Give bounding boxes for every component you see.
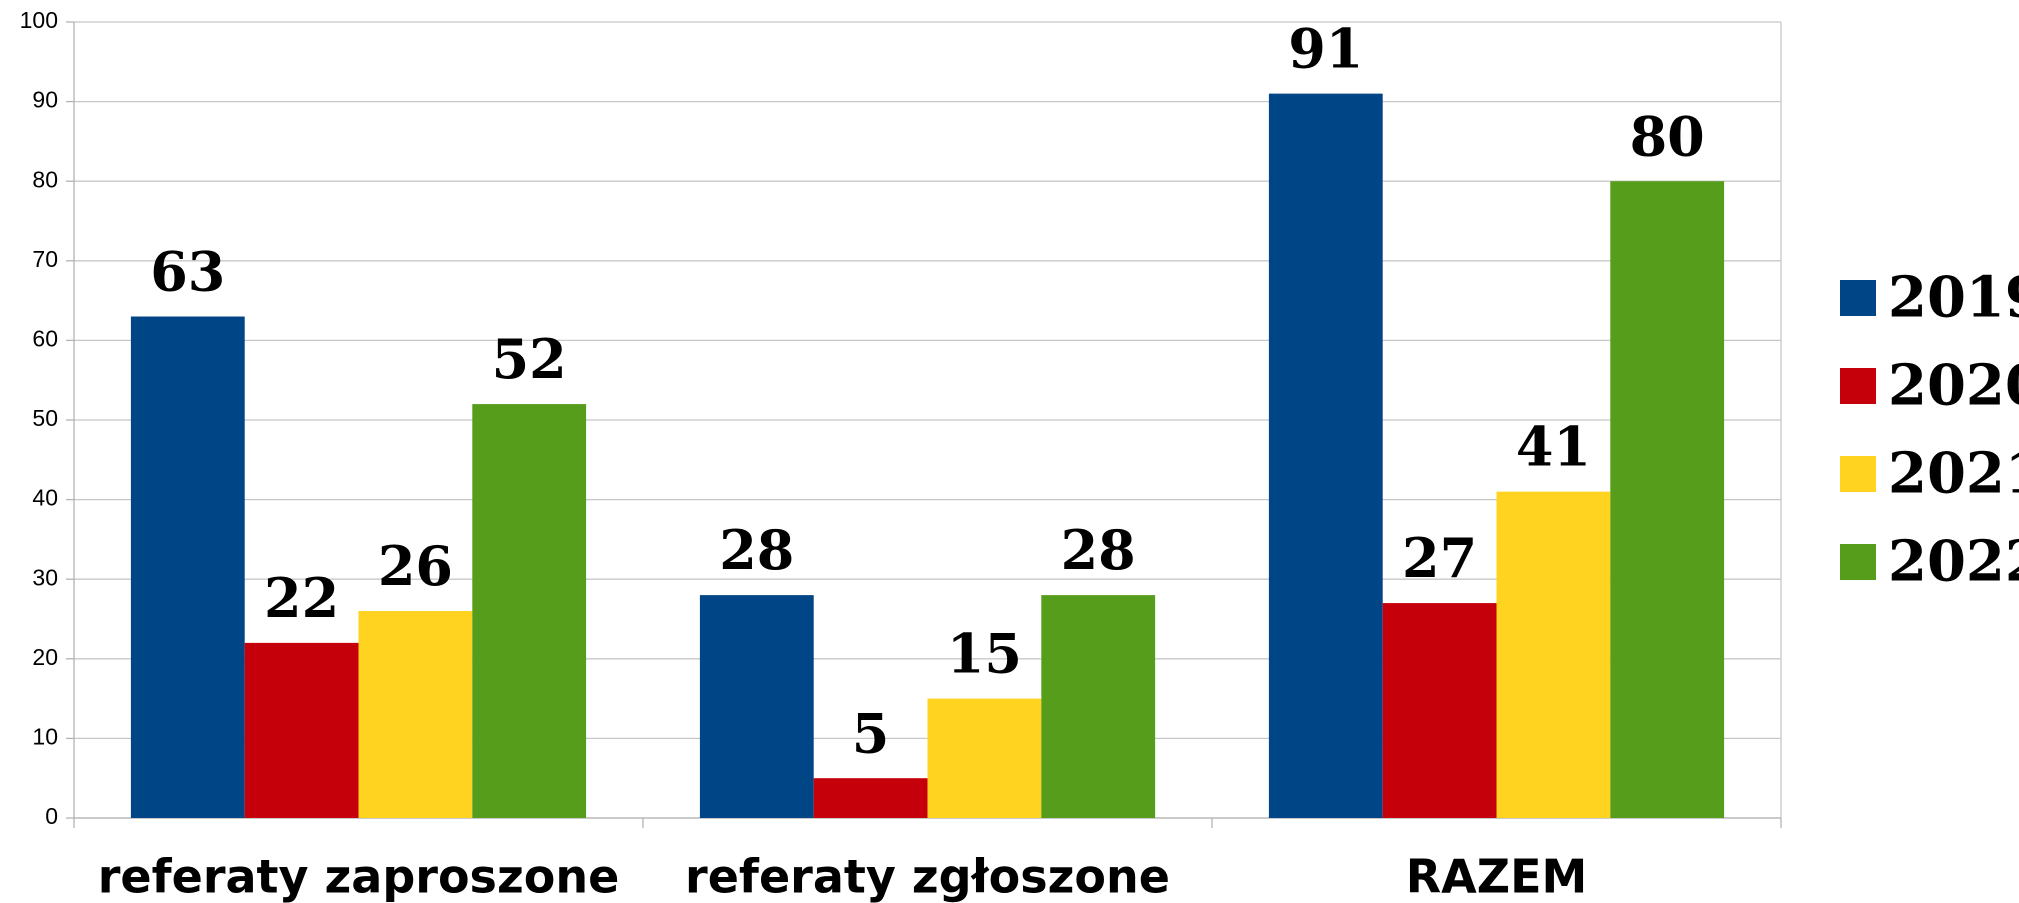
value-label: 26: [378, 534, 453, 598]
y-tick-label: 60: [32, 325, 58, 351]
x-tick-label: referaty zaproszone: [98, 850, 620, 903]
x-tick-label: referaty zgłoszone: [685, 850, 1170, 903]
y-tick-label: 20: [32, 644, 58, 670]
y-tick-label: 80: [32, 166, 58, 192]
legend-swatch: [1840, 456, 1876, 492]
bar: [1268, 93, 1383, 818]
y-tick-label: 30: [32, 564, 58, 590]
legend-label: 2020: [1888, 353, 2019, 419]
legend-label: 2019: [1888, 265, 2019, 331]
value-label: 15: [947, 622, 1022, 686]
bar: [244, 642, 359, 818]
x-tick-label: RAZEM: [1406, 850, 1588, 903]
value-label: 28: [719, 518, 794, 582]
y-tick-label: 70: [32, 246, 58, 272]
bar: [1496, 491, 1611, 818]
value-label: 5: [852, 701, 890, 765]
value-label: 52: [492, 327, 567, 391]
y-tick-label: 100: [20, 7, 58, 33]
bar: [927, 698, 1042, 818]
bar: [1041, 595, 1156, 818]
value-label: 91: [1288, 17, 1363, 81]
value-label: 41: [1516, 415, 1591, 479]
legend-swatch: [1840, 544, 1876, 580]
y-tick-label: 10: [32, 723, 58, 749]
y-tick-label: 0: [45, 803, 58, 829]
y-tick-label: 50: [32, 405, 58, 431]
bar: [1382, 603, 1497, 818]
value-label: 22: [264, 566, 339, 630]
bar: [130, 316, 245, 818]
value-label: 28: [1061, 518, 1136, 582]
bar: [358, 611, 473, 818]
y-tick-label: 90: [32, 87, 58, 113]
legend-swatch: [1840, 280, 1876, 316]
value-label: 63: [150, 240, 225, 304]
bar: [699, 595, 814, 818]
bar: [813, 778, 928, 818]
legend-swatch: [1840, 368, 1876, 404]
y-tick-label: 40: [32, 485, 58, 511]
bar: [472, 404, 587, 818]
value-label: 80: [1630, 104, 1705, 168]
value-label: 27: [1402, 526, 1477, 590]
bar: [1610, 181, 1725, 818]
legend-label: 2021: [1888, 441, 2019, 507]
